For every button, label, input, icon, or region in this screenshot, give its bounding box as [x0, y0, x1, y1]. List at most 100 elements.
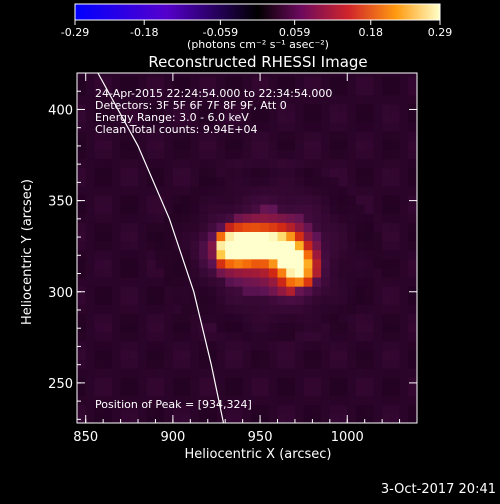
heatmap-cell — [347, 103, 357, 114]
solar-limb-line — [97, 73, 225, 423]
heatmap-cell — [181, 404, 191, 415]
heatmap-cell — [294, 359, 305, 369]
heatmap-cell — [329, 122, 339, 132]
heatmap-cell — [77, 304, 87, 315]
heatmap-cell — [277, 103, 287, 114]
heatmap-cell — [364, 277, 374, 287]
heatmap-cell — [103, 286, 113, 296]
heatmap-cell — [373, 103, 383, 114]
heatmap-cell — [242, 395, 252, 406]
y-tick-label: 250 — [48, 377, 73, 392]
heatmap-cell — [225, 368, 235, 378]
heatmap-cell — [207, 268, 217, 278]
heatmap-cell — [103, 204, 113, 214]
heatmap-cell — [129, 149, 139, 160]
heatmap-cell — [242, 322, 252, 333]
heatmap-cell — [77, 331, 87, 342]
heatmap-cell — [94, 122, 104, 132]
heatmap-cell — [190, 140, 200, 150]
heatmap-cell — [364, 176, 374, 187]
heatmap-cell — [181, 368, 191, 378]
heatmap-cell — [321, 76, 331, 87]
heatmap-cell — [103, 186, 113, 196]
heatmap-cell — [242, 331, 252, 342]
heatmap-cell — [103, 377, 113, 387]
heatmap-cell — [138, 304, 148, 315]
heatmap-cell — [321, 213, 331, 223]
heatmap-cell — [312, 359, 322, 369]
colorbar-gradient — [74, 3, 441, 21]
heatmap-cell — [181, 240, 191, 251]
heatmap-cell — [390, 386, 400, 397]
heatmap-cell — [120, 167, 130, 178]
heatmap-cell — [190, 73, 200, 78]
heatmap-cell — [321, 167, 331, 178]
heatmap-cell — [146, 113, 156, 123]
heatmap-cell — [268, 73, 278, 78]
heatmap-cell — [338, 404, 348, 415]
heatmap-cell — [242, 404, 252, 415]
heatmap-cell — [77, 158, 87, 169]
heatmap-cell — [103, 249, 113, 260]
heatmap-cell — [216, 331, 226, 342]
heatmap-cell — [303, 359, 313, 369]
heatmap-cell — [172, 186, 183, 196]
heatmap-cell — [225, 167, 235, 178]
heatmap-cell — [199, 94, 209, 105]
heatmap-cell — [129, 195, 139, 205]
heatmap-cell — [268, 368, 278, 378]
heatmap-cell — [120, 295, 130, 305]
heatmap-cell — [329, 76, 339, 87]
heatmap-cell — [216, 322, 226, 333]
heatmap-cell — [338, 213, 348, 223]
heatmap-cell — [103, 113, 113, 123]
heatmap-cell — [382, 340, 392, 351]
heatmap-cell — [103, 322, 113, 333]
heatmap-cell — [260, 413, 270, 423]
heatmap-cell — [268, 176, 278, 187]
heatmap-cell — [181, 395, 191, 406]
heatmap-cell — [129, 103, 139, 114]
heatmap-cell — [85, 340, 95, 351]
heatmap-cell — [181, 73, 191, 78]
heatmap-cell — [408, 222, 417, 232]
heatmap-cell — [77, 413, 87, 423]
heatmap-cell — [225, 304, 235, 315]
heatmap-cell — [251, 213, 261, 223]
heatmap-cell — [190, 413, 200, 423]
heatmap-cell — [216, 286, 226, 296]
heatmap-cell — [172, 195, 183, 205]
heatmap-cell — [277, 350, 287, 360]
heatmap-cell — [94, 377, 104, 387]
heatmap-cell — [312, 176, 322, 187]
heatmap-cell — [225, 131, 235, 141]
heatmap-cell — [347, 204, 357, 214]
heatmap-cell — [347, 131, 357, 141]
heatmap-cell — [242, 368, 252, 378]
heatmap-cell — [286, 103, 296, 114]
heatmap-cell — [321, 313, 331, 324]
heatmap-cell — [164, 295, 174, 305]
heatmap-cell — [190, 295, 200, 305]
heatmap-cell — [355, 73, 366, 78]
heatmap-cell — [103, 413, 113, 423]
heatmap-cell — [347, 249, 357, 260]
heatmap-cell — [355, 167, 366, 178]
heatmap-cell — [190, 386, 200, 397]
heatmap-cell — [277, 340, 287, 351]
heatmap-cell — [207, 240, 217, 251]
heatmap-cell — [138, 413, 148, 423]
heatmap-cell — [294, 313, 305, 324]
heatmap-cell — [138, 350, 148, 360]
heatmap-cell — [85, 277, 95, 287]
heatmap-cell — [399, 258, 409, 269]
heatmap-cell — [146, 140, 156, 150]
heatmap-cell — [129, 404, 139, 415]
heatmap-cell — [260, 73, 270, 78]
heatmap-cell — [286, 85, 296, 96]
heatmap-cell — [155, 331, 165, 342]
heatmap-cell — [129, 113, 139, 123]
heatmap-cell — [268, 395, 278, 406]
heatmap-cell — [207, 85, 217, 96]
heatmap-cell — [373, 377, 383, 387]
